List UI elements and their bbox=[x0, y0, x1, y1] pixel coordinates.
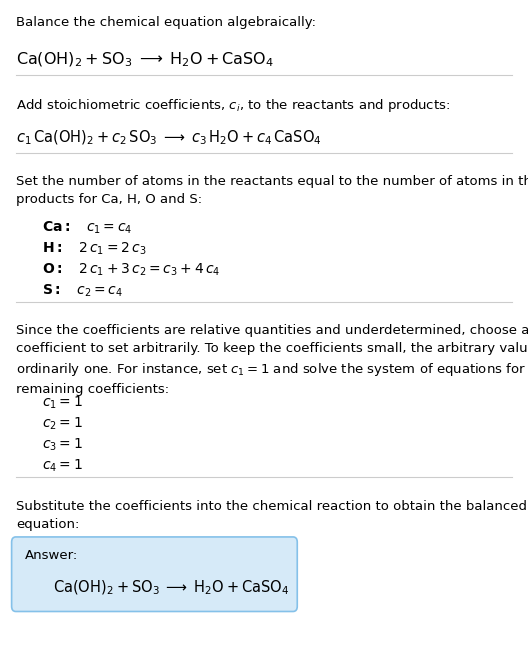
Text: Balance the chemical equation algebraically:: Balance the chemical equation algebraica… bbox=[16, 16, 316, 29]
Text: Since the coefficients are relative quantities and underdetermined, choose a
coe: Since the coefficients are relative quan… bbox=[16, 324, 528, 396]
Text: $\mathbf{H:}\quad 2\,c_1 = 2\,c_3$: $\mathbf{H:}\quad 2\,c_1 = 2\,c_3$ bbox=[42, 241, 147, 257]
Text: $\mathrm{Ca(OH)_2 + SO_3 \;\longrightarrow\; H_2O + CaSO_4}$: $\mathrm{Ca(OH)_2 + SO_3 \;\longrightarr… bbox=[53, 578, 289, 596]
Text: $c_4 = 1$: $c_4 = 1$ bbox=[42, 458, 83, 474]
Text: Answer:: Answer: bbox=[25, 549, 79, 562]
Text: $c_2 = 1$: $c_2 = 1$ bbox=[42, 416, 83, 432]
Text: Set the number of atoms in the reactants equal to the number of atoms in the
pro: Set the number of atoms in the reactants… bbox=[16, 175, 528, 206]
Text: $c_3 = 1$: $c_3 = 1$ bbox=[42, 437, 83, 453]
Text: $c_1\,\mathrm{Ca(OH)_2} + c_2\,\mathrm{SO_3} \;\longrightarrow\; c_3\,\mathrm{H_: $c_1\,\mathrm{Ca(OH)_2} + c_2\,\mathrm{S… bbox=[16, 128, 322, 146]
Text: Add stoichiometric coefficients, $c_i$, to the reactants and products:: Add stoichiometric coefficients, $c_i$, … bbox=[16, 97, 450, 114]
Text: $\mathbf{S:}\quad c_2 = c_4$: $\mathbf{S:}\quad c_2 = c_4$ bbox=[42, 283, 123, 299]
Text: $c_1 = 1$: $c_1 = 1$ bbox=[42, 395, 83, 411]
Text: $\mathbf{Ca:}\quad c_1 = c_4$: $\mathbf{Ca:}\quad c_1 = c_4$ bbox=[42, 220, 133, 236]
Text: $\mathbf{O:}\quad 2\,c_1 + 3\,c_2 = c_3 + 4\,c_4$: $\mathbf{O:}\quad 2\,c_1 + 3\,c_2 = c_3 … bbox=[42, 262, 221, 278]
Text: Substitute the coefficients into the chemical reaction to obtain the balanced
eq: Substitute the coefficients into the che… bbox=[16, 500, 527, 530]
Text: $\mathrm{Ca(OH)_2 + SO_3 \;\longrightarrow\; H_2O + CaSO_4}$: $\mathrm{Ca(OH)_2 + SO_3 \;\longrightarr… bbox=[16, 51, 274, 69]
